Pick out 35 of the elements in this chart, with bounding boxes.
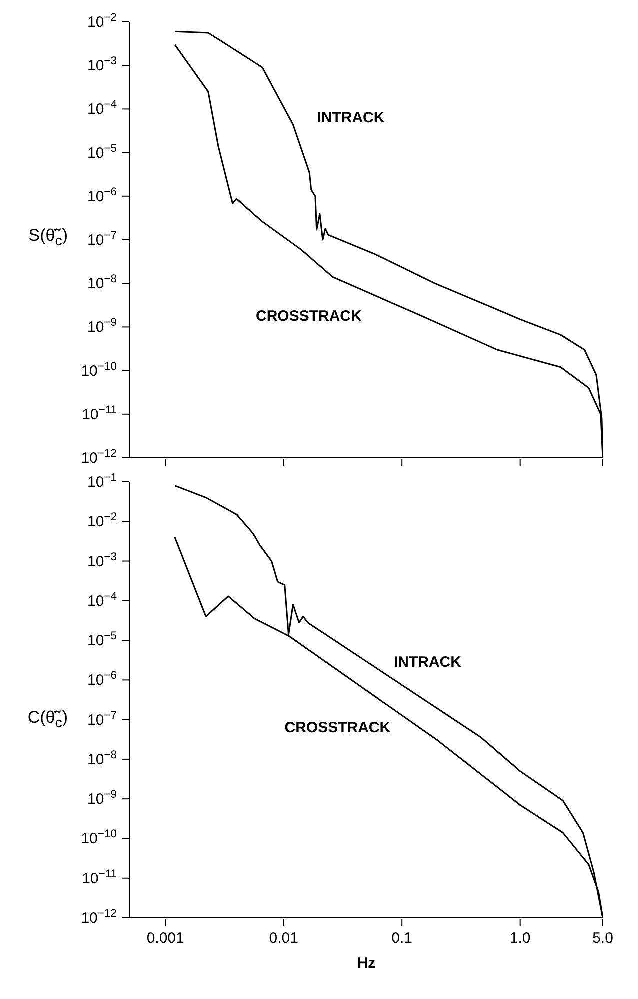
- y-tick-label: 10$^{−3}$: [87, 56, 117, 75]
- x-axis-title: Hz: [357, 955, 376, 972]
- y-tick-label: 10$^{−2}$: [87, 512, 117, 531]
- y-axis-title: S(θ̃̇$_{c}$): [28, 226, 68, 250]
- y-tick-label: 10$^{−6}$: [87, 186, 117, 206]
- series-label: CROSSTRACK: [256, 308, 362, 326]
- y-tick-label: 10$^{−7}$: [87, 230, 117, 249]
- x-tick-label: 5.0: [592, 930, 614, 947]
- y-tick-label: 10$^{−1}$: [87, 472, 117, 491]
- y-axis-title: C(θ̃̇$_{c}$): [26, 708, 68, 732]
- y-tick-label: 10$^{−5}$: [87, 142, 117, 162]
- y-tick-label: 10$^{−5}$: [87, 630, 117, 650]
- series-label: INTRACK: [394, 654, 462, 671]
- y-tick-label: 10$^{−11}$: [82, 868, 117, 888]
- y-tick-label: 10$^{−9}$: [87, 789, 117, 808]
- y-tick-label: 10$^{−10}$: [81, 828, 117, 848]
- series-label: INTRACK: [317, 110, 385, 127]
- x-tick-label: 1.0: [510, 930, 531, 947]
- y-tick-label: 10$^{−2}$: [87, 12, 117, 31]
- y-tick-label: 10$^{−7}$: [87, 710, 117, 729]
- y-tick-label: 10$^{−10}$: [81, 360, 117, 380]
- x-tick-label: 0.01: [269, 930, 298, 947]
- y-tick-label: 10$^{−12}$: [81, 908, 117, 927]
- series-label: CROSSTRACK: [284, 720, 391, 737]
- y-tick-label: 10$^{−12}$: [81, 448, 117, 467]
- y-tick-label: 10$^{−9}$: [87, 317, 117, 336]
- y-tick-label: 10$^{−11}$: [82, 404, 117, 424]
- y-tick-label: 10$^{−4}$: [87, 99, 117, 118]
- y-tick-label: 10$^{−3}$: [87, 551, 117, 570]
- y-tick-label: 10$^{−6}$: [87, 670, 117, 690]
- x-tick-label: 0.1: [392, 930, 413, 947]
- y-tick-label: 10$^{−8}$: [87, 274, 117, 293]
- y-tick-label: 10$^{−8}$: [87, 749, 117, 768]
- y-tick-label: 10$^{−4}$: [87, 590, 117, 610]
- x-tick-label: 0.001: [146, 930, 184, 947]
